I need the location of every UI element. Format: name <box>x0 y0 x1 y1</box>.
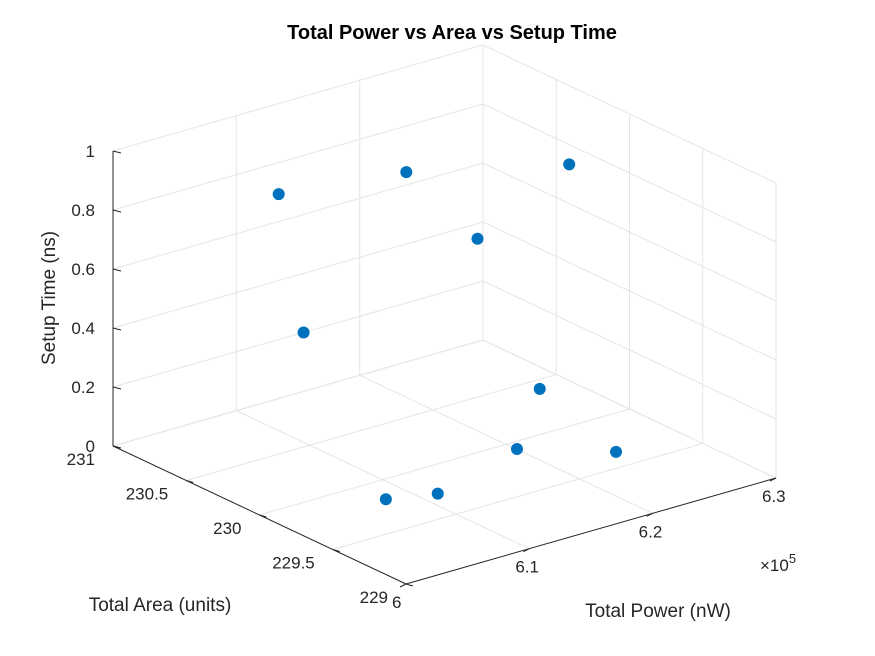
x-tick-label: 6.2 <box>639 522 663 541</box>
sidewall-gridline-z <box>482 221 777 361</box>
z-tick-mark <box>112 445 122 449</box>
y-tick-label: 230 <box>213 519 241 538</box>
data-point <box>272 188 285 201</box>
z-axis-label: Setup Time (ns) <box>39 231 60 365</box>
y-tick-mark <box>259 514 267 518</box>
sidewall-gridline-z <box>482 162 777 302</box>
y-tick-mark <box>332 549 340 552</box>
y-tick-label: 230.5 <box>126 485 169 504</box>
z-tick-mark <box>112 209 122 213</box>
backwall-gridline-z <box>112 221 484 329</box>
x-tick-label: 6 <box>392 593 401 612</box>
y-tick-mark <box>186 480 194 483</box>
backwall-gridline-z <box>112 44 484 152</box>
z-tick-label: 0.8 <box>71 201 95 220</box>
x-exponent-power: 5 <box>789 551 796 566</box>
y-tick-label: 231 <box>67 450 95 469</box>
data-point <box>297 326 310 339</box>
y-axis-label: Total Area (units) <box>89 595 232 616</box>
x-tick-mark <box>523 548 530 553</box>
sidewall-gridline-z <box>482 280 777 420</box>
sidewall-gridline-z <box>482 44 777 184</box>
x-axis-label: Total Power (nW) <box>585 601 731 622</box>
z-tick-mark <box>112 268 122 272</box>
axis-layer <box>112 150 777 588</box>
z-tick-mark <box>112 327 122 331</box>
chart-title: Total Power vs Area vs Setup Time <box>287 22 617 44</box>
data-point <box>379 493 392 506</box>
x-tick-mark <box>646 512 653 517</box>
data-point <box>400 166 413 179</box>
z-tick-label: 1 <box>86 142 95 161</box>
y-tick-label: 229 <box>360 588 388 607</box>
data-points <box>272 158 623 506</box>
x-tick-mark <box>399 583 407 588</box>
x-tick-label: 6.1 <box>515 558 539 577</box>
data-point <box>431 487 444 500</box>
floor-gridline-y <box>332 443 703 550</box>
data-point <box>563 158 576 171</box>
x-axis-exponent: ×105 <box>760 551 796 575</box>
z-tick-label: 0.2 <box>71 378 95 397</box>
x-exponent-base: ×10 <box>760 556 789 575</box>
z-tick-label: 0.6 <box>71 260 95 279</box>
z-tick-mark <box>112 386 122 390</box>
sidewall-gridline-z <box>482 339 777 479</box>
sidewall-gridline-z <box>482 103 777 243</box>
backwall-gridline-z <box>112 162 484 270</box>
data-point <box>471 232 484 245</box>
floor-gridline-y <box>259 408 630 516</box>
y-tick-label: 229.5 <box>272 554 315 573</box>
z-tick-label: 0 <box>86 437 95 456</box>
z-tick-mark <box>112 150 122 154</box>
data-point <box>610 445 623 458</box>
x-tick-label: 6.3 <box>762 487 786 506</box>
floor-gridline-y <box>186 374 557 481</box>
backwall-gridline-z <box>112 103 484 211</box>
z-tick-label: 0.4 <box>71 319 95 338</box>
data-point <box>511 442 523 455</box>
x-tick-mark <box>769 477 777 482</box>
backwall-gridline-z <box>112 339 484 447</box>
x-axis-line <box>405 477 777 585</box>
data-point <box>533 382 546 395</box>
grid-layer <box>112 44 777 585</box>
y-tick-mark <box>405 583 414 587</box>
